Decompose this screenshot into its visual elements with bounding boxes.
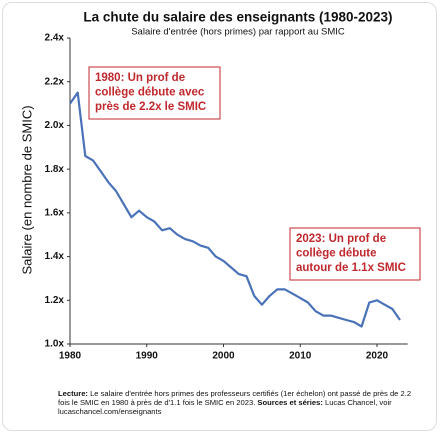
y-axis-label: Salaire (en nombre de SMIC) — [19, 105, 34, 274]
annotation-box — [88, 66, 221, 120]
x-tick-label: 2000 — [212, 351, 235, 362]
y-tick-label: 1.0x — [45, 339, 65, 350]
data-line — [69, 91, 401, 328]
footnote-part: Lucas Chancel, voir lucaschancel.com/ens… — [58, 398, 392, 416]
chart-subtitle: Salaire d'entrée (hors primes) par rappo… — [131, 27, 345, 38]
annotation-box — [289, 227, 421, 281]
x-tick-label: 1980 — [59, 351, 82, 362]
annotation-text: autour de 1.1x SMIC — [296, 262, 406, 274]
y-tick-label: 2.4x — [45, 33, 65, 44]
annotation-text: 1980: Un prof de — [95, 72, 185, 84]
annotation-text: près de 2.2x le SMIC — [95, 101, 206, 113]
footnote-part: Sources et séries: — [257, 398, 323, 407]
y-tick-label: 2.0x — [45, 120, 65, 131]
annotation-text: 2023: Un prof de — [296, 233, 386, 245]
footnote-part: Le salaire d'entrée hors primes des prof… — [58, 389, 412, 407]
annotation-text: collège débute — [296, 248, 377, 260]
frame — [2, 2, 437, 431]
x-tick-label: 2010 — [289, 351, 312, 362]
y-tick-label: 1.2x — [45, 295, 65, 306]
y-tick-label: 1.4x — [45, 251, 65, 262]
y-tick-label: 2.2x — [45, 76, 65, 87]
x-tick-label: 2020 — [366, 351, 389, 362]
x-tick-label: 1990 — [136, 351, 159, 362]
footnote: Lecture: Le salaire d'entrée hors primes… — [58, 389, 418, 416]
y-tick-label: 1.8x — [45, 164, 65, 175]
footnote-part: Lecture: — [58, 389, 88, 398]
y-tick-label: 1.6x — [45, 207, 65, 218]
chart-title: La chute du salaire des enseignants (198… — [83, 10, 392, 25]
annotation-text: collège débute avec — [95, 87, 205, 99]
